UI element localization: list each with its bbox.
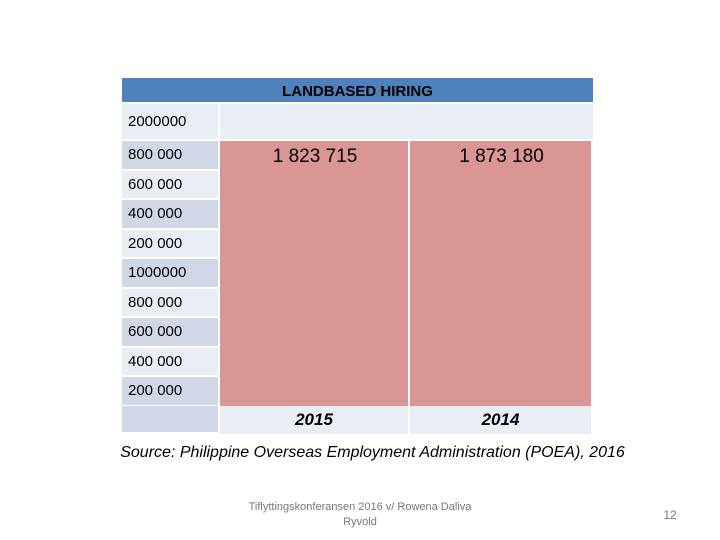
- row-label: 200 000: [122, 377, 220, 407]
- row-label: 600 000: [122, 170, 220, 200]
- row-label: 2000000: [122, 104, 220, 141]
- row-label: 800 000: [122, 141, 220, 171]
- value-label: 1 823 715: [272, 146, 358, 167]
- value-cell: [220, 141, 410, 406]
- table-title: LANDBASED HIRING: [122, 78, 593, 104]
- empty-cell: [220, 104, 593, 141]
- row-label: 400 000: [122, 347, 220, 377]
- year-label: 2015: [220, 406, 410, 434]
- row-label: 600 000: [122, 318, 220, 348]
- page-number: 12: [663, 508, 677, 522]
- empty-cell: [122, 406, 220, 434]
- row-label: 1000000: [122, 259, 220, 289]
- value-label: 1 873 180: [459, 146, 544, 167]
- row-label: 800 000: [122, 288, 220, 318]
- value-cell: [410, 141, 593, 406]
- row-label: 400 000: [122, 200, 220, 230]
- row-label: 200 000: [122, 229, 220, 259]
- footer: Tiflyttingskonferansen 2016 v/ Rowena Da…: [248, 501, 472, 528]
- year-label: 2014: [410, 406, 593, 434]
- source: Source: Philippine Overseas Employment A…: [120, 444, 625, 461]
